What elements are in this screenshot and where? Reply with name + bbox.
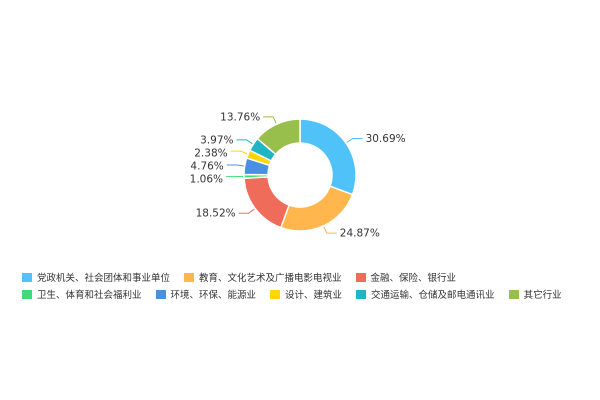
leader-line — [346, 138, 363, 143]
legend-item[interactable]: 设计、建筑业 — [270, 288, 343, 301]
legend-label: 其它行业 — [523, 290, 562, 301]
legend-item[interactable]: 党政机关、社会团体和事业单位 — [22, 271, 171, 284]
data-label: 3.97% — [200, 134, 233, 146]
donut-slice[interactable] — [243, 176, 291, 229]
legend-label: 环境、环保、能源业 — [170, 290, 257, 301]
legend-item[interactable]: 其它行业 — [508, 288, 562, 301]
legend-swatch — [356, 289, 367, 299]
leader-line — [323, 226, 337, 234]
data-label: 18.52% — [196, 208, 236, 220]
data-label: 30.69% — [366, 133, 406, 145]
data-label: 2.38% — [194, 147, 227, 159]
legend-item[interactable]: 金融、保险、银行业 — [355, 271, 457, 284]
legend-swatch — [508, 289, 519, 299]
leader-line — [236, 139, 253, 145]
legend-item[interactable]: 交通运输、仓储及邮电通讯业 — [356, 288, 495, 301]
legend-item[interactable]: 卫生、体育和社会福利业 — [22, 288, 142, 301]
data-label: 1.06% — [190, 173, 223, 185]
donut-chart: 30.69% 24.87% 18.52% 1.06%4.76%2.38%3.97% 13… — [190, 111, 406, 240]
legend-swatch — [270, 289, 281, 299]
legend-swatch — [22, 272, 32, 282]
legend-swatch — [155, 289, 166, 299]
legend-label: 设计、建筑业 — [285, 290, 343, 301]
data-label: 24.87% — [340, 228, 380, 240]
donut-slice[interactable] — [299, 118, 357, 196]
legend-label: 金融、保险、银行业 — [370, 273, 457, 284]
legend-swatch — [355, 272, 366, 282]
legend-swatch — [184, 272, 195, 282]
legend-swatch — [22, 289, 32, 299]
leader-line — [263, 116, 277, 124]
legend-label: 卫生、体育和社会福利业 — [37, 290, 142, 301]
legend-label: 党政机关、社会团体和事业单位 — [37, 273, 171, 284]
donut-slice[interactable] — [256, 118, 301, 156]
data-label: 13.76% — [220, 111, 260, 123]
data-label: 4.76% — [190, 160, 223, 172]
legend-label: 教育、文化艺术及广播电影电视业 — [199, 273, 342, 284]
legend: 党政机关、社会团体和事业单位 教育、文化艺术及广播电影电视业 金融、保险、银行业卫生… — [22, 271, 592, 301]
leader-line — [230, 150, 248, 155]
leader-line — [238, 208, 255, 214]
legend-item[interactable]: 教育、文化艺术及广播电影电视业 — [184, 271, 342, 284]
legend-item[interactable]: 环境、环保、能源业 — [155, 288, 257, 301]
donut-slice[interactable] — [279, 185, 354, 232]
leader-line — [226, 164, 244, 167]
legend-label: 交通运输、仓储及邮电通讯业 — [371, 290, 495, 301]
